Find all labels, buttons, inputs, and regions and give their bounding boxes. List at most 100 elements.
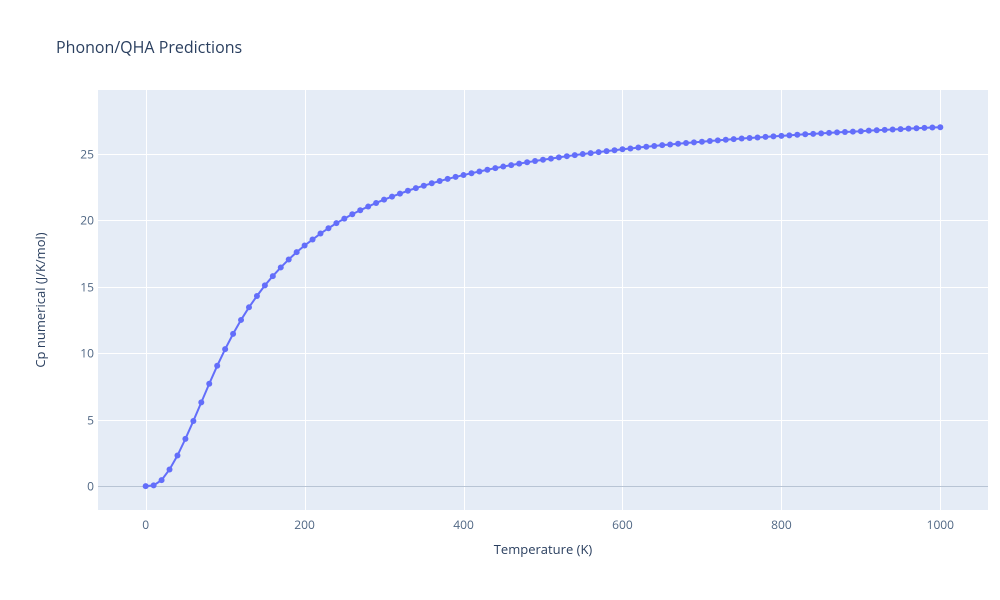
- series-marker: [794, 132, 800, 138]
- series-line: [146, 127, 941, 486]
- series-marker: [834, 129, 840, 135]
- series-marker: [270, 273, 276, 279]
- series-marker: [723, 137, 729, 143]
- series-marker: [556, 154, 562, 160]
- series-marker: [341, 216, 347, 222]
- series-marker: [675, 141, 681, 147]
- series-marker: [310, 237, 316, 243]
- series-marker: [588, 150, 594, 156]
- series-marker: [151, 482, 157, 488]
- series-marker: [731, 136, 737, 142]
- series-marker: [365, 204, 371, 210]
- series-marker: [564, 153, 570, 159]
- series-marker: [739, 136, 745, 142]
- series-marker: [882, 127, 888, 133]
- series-marker: [389, 194, 395, 200]
- series-marker: [890, 126, 896, 132]
- series-marker: [810, 131, 816, 137]
- series-marker: [683, 140, 689, 146]
- series-marker: [580, 151, 586, 157]
- series-marker: [921, 125, 927, 131]
- x-tick-label: 0: [142, 516, 149, 533]
- plot-svg: [98, 90, 988, 510]
- y-tick-label: 20: [70, 212, 94, 229]
- series-marker: [500, 164, 506, 170]
- x-tick-label: 400: [453, 516, 474, 533]
- x-tick-label: 600: [612, 516, 633, 533]
- series-marker: [643, 144, 649, 150]
- series-marker: [437, 178, 443, 184]
- series-marker: [898, 126, 904, 132]
- series-marker: [858, 128, 864, 134]
- series-marker: [619, 146, 625, 152]
- series-marker: [659, 142, 665, 148]
- series-markers: [143, 124, 944, 489]
- series-marker: [540, 157, 546, 163]
- y-tick-label: 15: [70, 278, 94, 295]
- chart-title: Phonon/QHA Predictions: [56, 36, 242, 58]
- series-marker: [842, 129, 848, 135]
- series-marker: [413, 185, 419, 191]
- x-tick-label: 800: [771, 516, 792, 533]
- series-marker: [755, 134, 761, 140]
- series-marker: [246, 304, 252, 310]
- series-marker: [373, 200, 379, 206]
- series-marker: [929, 124, 935, 130]
- series-marker: [612, 147, 618, 153]
- series-marker: [532, 158, 538, 164]
- series-marker: [524, 159, 530, 165]
- series-marker: [278, 264, 284, 270]
- series-marker: [143, 483, 149, 489]
- series-marker: [453, 174, 459, 180]
- series-marker: [254, 293, 260, 299]
- series-marker: [802, 131, 808, 137]
- series-marker: [866, 128, 872, 134]
- series-marker: [826, 130, 832, 136]
- series-marker: [699, 139, 705, 145]
- series-marker: [333, 220, 339, 226]
- series-marker: [627, 145, 633, 151]
- series-marker: [230, 331, 236, 337]
- series-marker: [492, 165, 498, 171]
- series-marker: [818, 130, 824, 136]
- y-tick-label: 5: [70, 411, 94, 428]
- series-marker: [596, 149, 602, 155]
- series-marker: [770, 133, 776, 139]
- series-marker: [786, 132, 792, 138]
- series-marker: [294, 249, 300, 255]
- series-marker: [302, 243, 308, 249]
- series-marker: [548, 156, 554, 162]
- series-marker: [214, 363, 220, 369]
- series-marker: [182, 436, 188, 442]
- series-marker: [397, 191, 403, 197]
- series-marker: [238, 317, 244, 323]
- series-marker: [937, 124, 943, 130]
- series-marker: [913, 125, 919, 131]
- series-marker: [604, 148, 610, 154]
- y-axis-title: Cp numerical (J/K/mol): [31, 232, 49, 367]
- series-marker: [707, 138, 713, 144]
- series-marker: [381, 197, 387, 203]
- series-marker: [190, 418, 196, 424]
- series-marker: [484, 167, 490, 173]
- series-marker: [167, 466, 173, 472]
- series-marker: [850, 129, 856, 135]
- series-marker: [763, 134, 769, 140]
- y-tick-label: 10: [70, 345, 94, 362]
- series-marker: [747, 135, 753, 141]
- x-tick-label: 1000: [927, 516, 954, 533]
- series-marker: [159, 477, 165, 483]
- x-axis-title: Temperature (K): [494, 540, 593, 558]
- series-marker: [429, 180, 435, 186]
- series-marker: [421, 183, 427, 189]
- y-tick-label: 25: [70, 145, 94, 162]
- series-marker: [445, 176, 451, 182]
- series-marker: [174, 453, 180, 459]
- series-marker: [651, 143, 657, 149]
- series-marker: [635, 145, 641, 151]
- series-marker: [198, 399, 204, 405]
- series-marker: [572, 152, 578, 158]
- series-marker: [874, 127, 880, 133]
- series-marker: [405, 188, 411, 194]
- series-marker: [715, 137, 721, 143]
